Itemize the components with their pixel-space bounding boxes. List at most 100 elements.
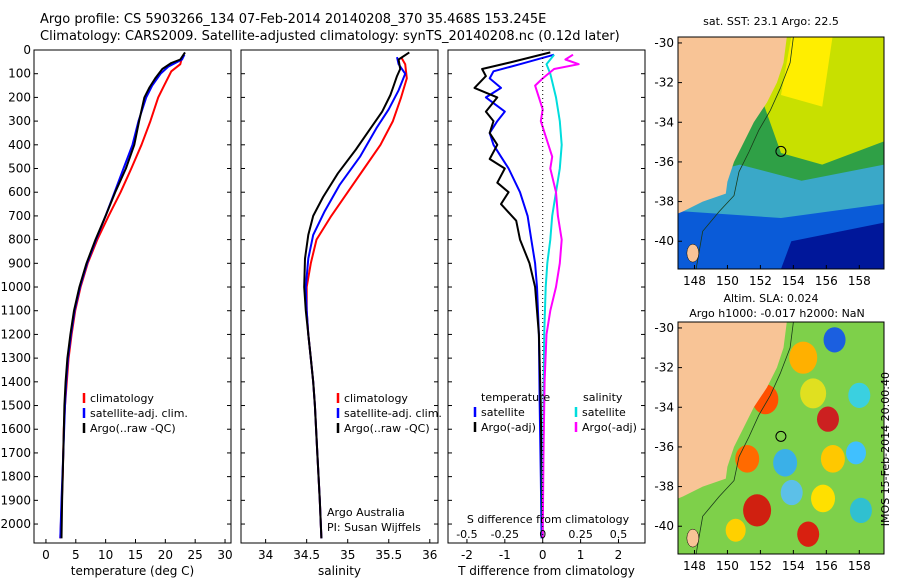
sla-map-frame — [677, 321, 885, 555]
sla-map-panel: 148 150 152 154 156 158 -30 -32 -34 -36 -38 -40 Alti… — [654, 292, 885, 573]
depth-tick-label: 1400 — [0, 375, 31, 389]
series-line-argo-raw-qc- — [303, 51, 410, 539]
temperature-xtick-label: 30 — [217, 548, 232, 562]
credit-annotation: PI: Susan Wijffels — [327, 521, 421, 534]
legend-label: satellite — [481, 406, 525, 419]
sla-anomaly-blob — [816, 406, 839, 432]
depth-tick-label: 1000 — [0, 280, 31, 294]
map-xtick-label: 150 — [716, 274, 739, 288]
temperature-xtick-label: 20 — [158, 548, 173, 562]
difference-panel: -2 -1 0 1 2 T difference from climatology S di… — [447, 49, 646, 578]
legend-label: satellite-adj. clim. — [90, 407, 188, 420]
map-ytick-label: -40 — [654, 519, 674, 533]
salinity-xtick-label: 34.5 — [293, 548, 320, 562]
map-ytick-label: -34 — [654, 400, 674, 414]
isobath-line — [695, 37, 794, 269]
sla-anomaly-blob — [800, 378, 827, 409]
map-ytick-label: -34 — [654, 115, 674, 129]
legend-label: Argo(-adj) — [481, 421, 536, 434]
sla-anomaly-blob — [820, 445, 845, 473]
map-ytick-label: -32 — [654, 361, 674, 375]
series-line-salinity-satellite — [541, 54, 563, 539]
land-mass — [678, 37, 787, 214]
difference-top-tick-label: -0.5 — [456, 528, 477, 541]
difference-axes-frame — [447, 49, 646, 544]
depth-tick-label: 1900 — [0, 493, 31, 507]
sst-map-panel: 148 150 152 154 156 158 -30 -32 -34 -36 -38 -40 sat.… — [654, 15, 885, 288]
credit-label: IMOS 15-Feb-2014 20:00:40 — [879, 372, 892, 527]
salinity-xlabel: salinity — [318, 564, 361, 578]
map-ytick-label: -36 — [654, 440, 674, 454]
sla-map-subtitle: Argo h1000: -0.017 h2000: NaN — [689, 307, 865, 320]
difference-xtick-label: 2 — [615, 548, 623, 562]
depth-tick-label: 200 — [8, 90, 31, 104]
map-xtick-label: 156 — [815, 559, 838, 573]
map-xtick-label: 156 — [815, 274, 838, 288]
legend-title-temperature: temperature — [481, 391, 550, 404]
sla-map-title: Altim. SLA: 0.024 — [723, 292, 818, 305]
series-line-salinity-argo-adj- — [534, 53, 580, 539]
salinity-xtick-label: 35 — [340, 548, 355, 562]
legend-label: Argo(..raw -QC) — [344, 422, 430, 435]
temperature-xtick-label: 5 — [72, 548, 80, 562]
difference-top-tick-label: 0.25 — [568, 528, 593, 541]
sla-anomaly-blob — [849, 497, 872, 524]
depth-tick-label: 700 — [8, 209, 31, 223]
sst-map-frame — [677, 36, 885, 270]
map-ytick-label: -30 — [654, 321, 674, 335]
sst-hot-zone — [781, 37, 833, 107]
salinity-xtick-label: 34 — [258, 548, 273, 562]
map-xtick-label: 148 — [683, 274, 706, 288]
depth-tick-label: 600 — [8, 185, 31, 199]
map-xtick-label: 158 — [848, 559, 871, 573]
difference-xtick-label: 1 — [577, 548, 585, 562]
difference-xlabel-top: S difference from climatology — [467, 513, 630, 526]
legend-label: satellite — [582, 406, 626, 419]
map-ytick-label: -30 — [654, 36, 674, 50]
island — [686, 243, 700, 263]
map-xtick-label: 154 — [782, 559, 805, 573]
salinity-xtick-label: 36 — [422, 548, 437, 562]
sla-anomaly-blob — [848, 382, 871, 409]
map-xtick-label: 158 — [848, 274, 871, 288]
difference-xtick-label: -1 — [499, 548, 511, 562]
series-line-argo-raw-qc- — [60, 51, 186, 539]
sla-anomaly-blob — [811, 484, 836, 513]
map-ytick-label: -38 — [654, 480, 674, 494]
difference-xtick-label: 0 — [539, 548, 547, 562]
depth-tick-label: 1200 — [0, 327, 31, 341]
sla-anomaly-blob — [845, 441, 866, 465]
map-xtick-label: 154 — [782, 274, 805, 288]
depth-tick-label: 0 — [23, 43, 31, 57]
difference-top-tick-label: 0.5 — [610, 528, 628, 541]
depth-tick-label: 1600 — [0, 422, 31, 436]
map-ytick-label: -32 — [654, 76, 674, 90]
sla-anomaly-blob — [743, 494, 772, 527]
land-mass — [678, 322, 787, 499]
legend-label: climatology — [90, 392, 154, 405]
legend-title-salinity: salinity — [583, 391, 623, 404]
sla-anomaly-blob — [725, 518, 746, 542]
depth-tick-label: 1700 — [0, 446, 31, 460]
legend-label: satellite-adj. clim. — [344, 407, 442, 420]
difference-top-tick-label: 0 — [539, 528, 546, 541]
series-line-temperature-argo-adj- — [473, 51, 551, 539]
salinity-axes-frame — [240, 49, 439, 544]
legend-label: Argo(..raw -QC) — [90, 422, 176, 435]
depth-tick-label: 1300 — [0, 351, 31, 365]
isobath-line — [695, 322, 794, 554]
map-xtick-label: 152 — [749, 559, 772, 573]
difference-top-tick-label: -0.25 — [491, 528, 519, 541]
sla-anomaly-blob — [780, 479, 803, 506]
temperature-xtick-label: 25 — [188, 548, 203, 562]
depth-tick-label: 100 — [8, 67, 31, 81]
map-xtick-label: 148 — [683, 559, 706, 573]
sla-anomaly-blob — [823, 327, 846, 353]
sla-anomaly-blob — [797, 521, 820, 547]
temperature-xtick-label: 0 — [42, 548, 50, 562]
argo-float-marker — [775, 145, 787, 157]
temperature-xlabel: temperature (deg C) — [71, 564, 194, 578]
temperature-panel: 0100200300400500600700800900100011001200… — [0, 43, 232, 578]
island — [686, 528, 700, 548]
